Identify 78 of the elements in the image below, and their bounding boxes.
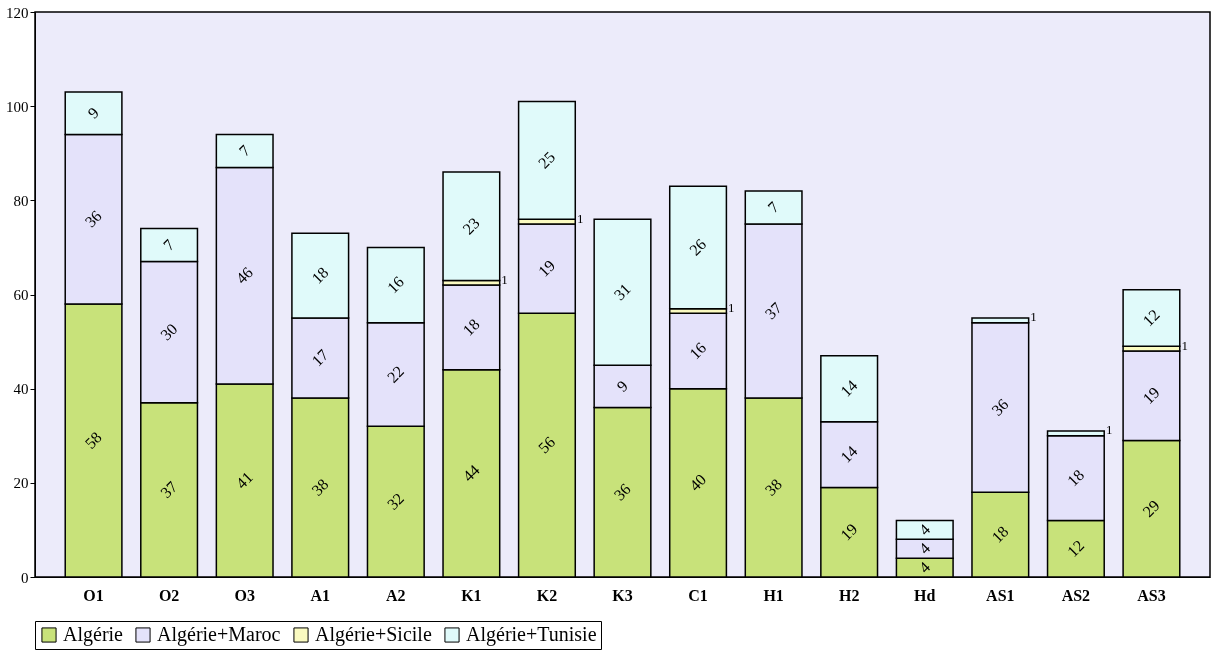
x-tick-label: C1 xyxy=(688,586,708,604)
y-tick-label: 120 xyxy=(6,4,29,21)
data-label: 32 xyxy=(383,489,408,513)
data-label: 1 xyxy=(576,210,584,226)
data-label: 1 xyxy=(1105,422,1113,438)
data-label: 19 xyxy=(837,520,861,544)
data-label: 17 xyxy=(308,346,332,370)
data-label: 7 xyxy=(235,141,254,160)
data-label: 9 xyxy=(613,377,631,395)
data-label: 18 xyxy=(308,263,332,287)
x-tick-label: O3 xyxy=(234,586,255,604)
data-label: 31 xyxy=(610,280,634,304)
data-label: 38 xyxy=(308,475,332,499)
data-label: 18 xyxy=(459,315,483,339)
data-label: 1 xyxy=(501,271,508,287)
x-tick-label: H1 xyxy=(763,586,784,604)
bar xyxy=(668,185,728,310)
x-tick-label: AS3 xyxy=(1137,586,1166,604)
data-label: 36 xyxy=(988,395,1012,419)
x-tick-label: O1 xyxy=(83,586,104,604)
data-label: 16 xyxy=(686,338,710,363)
data-label: 25 xyxy=(534,148,559,172)
data-label: 23 xyxy=(459,214,483,238)
y-tick-label: 80 xyxy=(13,192,29,209)
data-label: 12 xyxy=(1063,536,1088,561)
legend-label: Algérie+Sicile xyxy=(315,623,432,646)
data-label: 4 xyxy=(915,558,934,577)
data-label: 7 xyxy=(764,198,783,216)
data-label: 37 xyxy=(157,477,181,502)
legend-label: Algérie xyxy=(63,623,124,646)
x-tick-label: AS1 xyxy=(986,586,1015,604)
data-label: 46 xyxy=(232,263,256,287)
data-label: 1 xyxy=(1030,309,1037,325)
data-label: 7 xyxy=(159,235,178,254)
x-tick-label: A2 xyxy=(386,586,406,604)
data-label: 12 xyxy=(1139,306,1163,330)
x-tick-label: AS2 xyxy=(1061,586,1091,604)
data-label: 44 xyxy=(459,461,483,485)
data-label: 41 xyxy=(232,468,256,492)
y-tick-label: 20 xyxy=(13,475,29,492)
x-tick-label: O2 xyxy=(158,586,180,604)
data-label: 26 xyxy=(686,235,710,259)
data-label: 14 xyxy=(837,376,861,400)
x-tick-label: K3 xyxy=(612,586,633,604)
x-tick-label: H2 xyxy=(838,586,860,604)
data-label: 56 xyxy=(534,433,559,457)
data-label: 1 xyxy=(1181,337,1188,353)
x-tick-label: K1 xyxy=(461,586,482,604)
x-tick-label: A1 xyxy=(310,586,331,604)
data-label: 58 xyxy=(81,428,105,452)
data-label: 40 xyxy=(686,470,710,495)
data-label: 38 xyxy=(761,475,785,499)
legend-label: Algérie+Maroc xyxy=(157,623,281,646)
data-label: 4 xyxy=(915,539,934,558)
y-tick-label: 0 xyxy=(21,569,29,586)
data-label: 22 xyxy=(383,362,408,386)
bar xyxy=(442,171,501,282)
y-tick-label: 40 xyxy=(13,381,29,398)
data-label: 18 xyxy=(988,522,1012,546)
data-label: 29 xyxy=(1139,496,1163,521)
data-label: 36 xyxy=(610,480,634,504)
data-label: 14 xyxy=(837,442,861,466)
data-label: 19 xyxy=(1139,383,1163,408)
legend-label: Algérie+Tunisie xyxy=(466,623,597,646)
x-tick-label: Hd xyxy=(914,586,936,604)
data-label: 16 xyxy=(383,273,408,297)
data-label: 19 xyxy=(534,256,559,280)
data-label: 18 xyxy=(1063,466,1088,490)
bar xyxy=(1122,289,1181,348)
x-tick-label: K2 xyxy=(536,586,558,604)
y-tick-label: 100 xyxy=(6,98,29,115)
data-label: 9 xyxy=(84,104,103,122)
data-label: 30 xyxy=(157,320,181,344)
data-label: 36 xyxy=(81,207,105,231)
data-label: 1 xyxy=(728,299,735,315)
data-label: 37 xyxy=(761,298,785,323)
data-label: 4 xyxy=(915,520,934,539)
y-tick-label: 60 xyxy=(13,287,29,303)
